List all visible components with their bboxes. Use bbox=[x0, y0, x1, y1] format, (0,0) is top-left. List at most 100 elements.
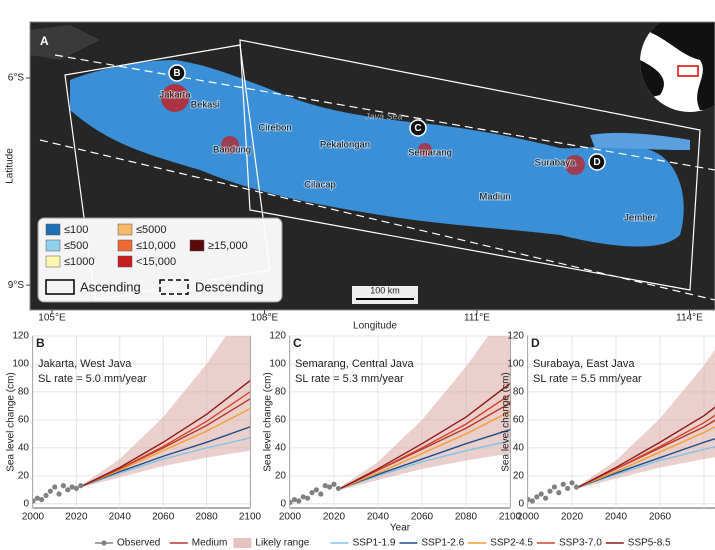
plot bbox=[528, 349, 715, 504]
y-tick-label: 60 bbox=[513, 415, 525, 426]
map-frame bbox=[29, 21, 715, 311]
x-tick-label: 2080 bbox=[195, 512, 218, 523]
y-axis-label: Sea level change (cm) bbox=[263, 372, 274, 472]
observed-point bbox=[534, 494, 540, 500]
x-tick-label: 2080 bbox=[455, 512, 478, 523]
x-tick-label: 2040 bbox=[605, 512, 628, 523]
observed-point bbox=[47, 488, 53, 494]
legend-swatch bbox=[117, 255, 133, 268]
observed-point bbox=[291, 497, 297, 503]
y-tick-label: 9°S bbox=[8, 280, 25, 291]
sea-label: Java Sea bbox=[364, 111, 403, 121]
observed-point bbox=[560, 481, 566, 487]
x-tick-label: 2020 bbox=[561, 512, 584, 523]
observed-point bbox=[556, 490, 562, 496]
y-tick-label: 20 bbox=[275, 470, 287, 481]
city-label: Pekalongan bbox=[320, 140, 370, 151]
observed-point bbox=[318, 491, 324, 497]
y-tick-label: 100 bbox=[507, 359, 524, 370]
observed-point bbox=[33, 498, 36, 504]
observed-point bbox=[34, 495, 40, 501]
series-line bbox=[340, 429, 510, 490]
city-label: Bekasi bbox=[191, 100, 220, 111]
chart-subtitle: SL rate = 5.3 mm/year bbox=[295, 373, 404, 385]
observed-point bbox=[551, 484, 558, 490]
likely-range bbox=[578, 349, 715, 489]
observed-point bbox=[528, 497, 531, 503]
series-line bbox=[82, 437, 250, 487]
observed-point bbox=[305, 495, 311, 501]
y-tick-label: 60 bbox=[18, 415, 30, 426]
city-label: Jember bbox=[624, 213, 656, 224]
y-axis-label: Sea level change (cm) bbox=[6, 372, 17, 472]
callout-label: C bbox=[414, 123, 421, 134]
observed-point bbox=[565, 485, 571, 492]
x-tick-label: 111°E bbox=[464, 313, 490, 324]
legend-label: Likely range bbox=[255, 538, 309, 549]
legend-swatch bbox=[45, 223, 61, 236]
observed-point bbox=[309, 490, 315, 496]
y-tick-label: 100 bbox=[269, 359, 286, 370]
y-tick-label: 80 bbox=[18, 387, 30, 398]
series-line bbox=[340, 410, 510, 490]
legend-label: SSP2-4.5 bbox=[490, 538, 533, 549]
y-tick-label: 40 bbox=[513, 443, 525, 454]
chart-title: Semarang, Central Java bbox=[295, 358, 414, 370]
x-tick-label: 2000 bbox=[22, 512, 45, 523]
legend-label: Observed bbox=[117, 538, 160, 549]
x-tick-label: 2100 bbox=[239, 512, 262, 523]
observed-point bbox=[547, 488, 553, 494]
series-line bbox=[82, 426, 250, 487]
series-line bbox=[578, 414, 715, 488]
y-tick-label: 40 bbox=[18, 443, 30, 454]
legend-label: ≤10,000 bbox=[136, 240, 176, 252]
observed-point bbox=[65, 487, 71, 493]
panel-label: A bbox=[40, 34, 49, 48]
x-tick-label: 2040 bbox=[109, 512, 132, 523]
series-line bbox=[340, 394, 510, 490]
legend-label: ≥15,000 bbox=[208, 240, 248, 252]
panel-label: D bbox=[531, 336, 540, 350]
legend-label: ≤500 bbox=[64, 240, 88, 252]
observed-point bbox=[56, 491, 62, 497]
observed-point bbox=[300, 494, 306, 500]
y-axis-label: Sea level change (cm) bbox=[501, 372, 512, 472]
city-label: Cilacap bbox=[304, 180, 336, 191]
plot bbox=[33, 336, 250, 504]
legend-label: Medium bbox=[192, 538, 228, 549]
series-line bbox=[578, 438, 715, 488]
x-tick-label: 108°E bbox=[251, 313, 279, 324]
y-tick-label: 40 bbox=[275, 443, 287, 454]
legend-label: SSP1-1.9 bbox=[353, 538, 396, 549]
callout bbox=[588, 153, 606, 171]
x-tick-label: 2020 bbox=[323, 512, 346, 523]
city-label: Surabaya bbox=[535, 158, 576, 169]
x-tick-label: 2000 bbox=[279, 512, 302, 523]
series-line bbox=[340, 382, 510, 490]
legend-label: ≤5000 bbox=[136, 224, 167, 236]
callout bbox=[409, 119, 427, 137]
y-tick-label: 120 bbox=[507, 331, 524, 342]
city-label: Jakarta bbox=[159, 90, 191, 101]
observed-point bbox=[39, 497, 45, 503]
city-label: Madiun bbox=[479, 192, 510, 203]
y-tick-label: 20 bbox=[513, 470, 525, 481]
observed-point bbox=[322, 483, 328, 489]
observed-point bbox=[296, 498, 302, 504]
x-tick-label: 2100 bbox=[499, 512, 522, 523]
legend-label: SSP3-7.0 bbox=[559, 538, 602, 549]
x-tick-label: 2060 bbox=[411, 512, 434, 523]
plot bbox=[290, 336, 510, 506]
observed-point bbox=[573, 484, 580, 490]
legend-label: SSP5-8.5 bbox=[628, 538, 671, 549]
legend-swatch bbox=[189, 239, 205, 252]
y-tick-label: 0 bbox=[23, 498, 29, 509]
callout bbox=[168, 64, 186, 82]
observed-point bbox=[290, 499, 293, 506]
y-tick-label: 80 bbox=[275, 387, 287, 398]
x-tick-label: 2060 bbox=[152, 512, 175, 523]
